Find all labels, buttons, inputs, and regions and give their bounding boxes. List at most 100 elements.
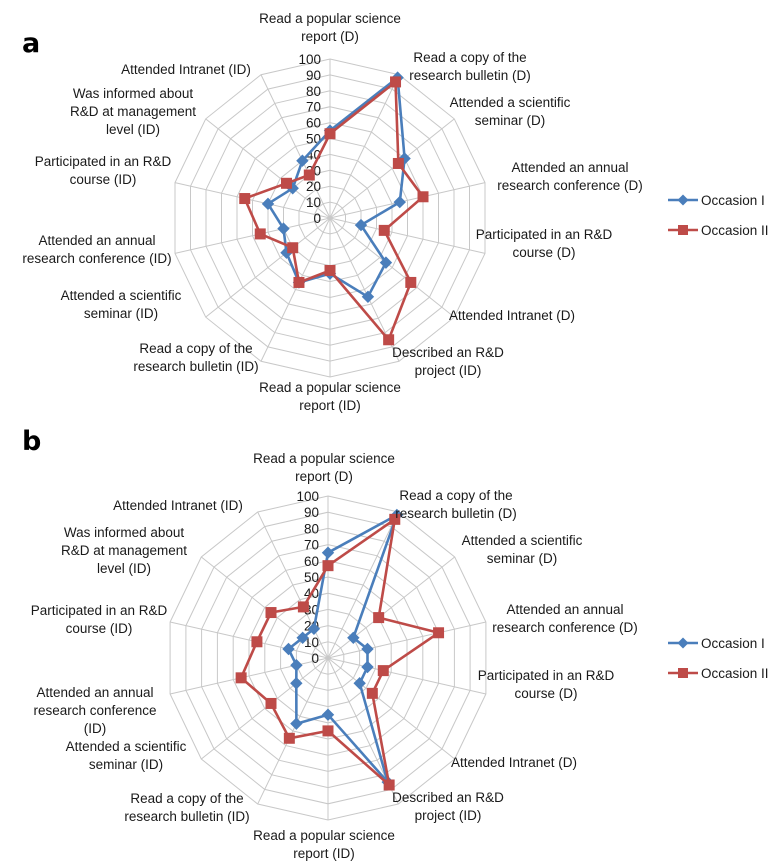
data-point-occasion-i xyxy=(290,717,303,730)
tick-label: 60 xyxy=(306,116,321,131)
axis-label-line: seminar (ID) xyxy=(84,306,158,321)
grid-spoke xyxy=(327,511,399,659)
tick-label: 100 xyxy=(296,489,319,504)
axis-label: Attended Intranet (ID) xyxy=(121,62,251,77)
axis-label-line: research conference (D) xyxy=(497,178,643,193)
axis-label-line: course (ID) xyxy=(70,172,137,187)
data-point-occasion-i xyxy=(361,642,374,656)
grid-spoke xyxy=(201,657,329,760)
axis-label: Attended Intranet (ID) xyxy=(113,498,243,513)
axis-label-line: Attended Intranet (D) xyxy=(451,755,577,770)
legend-marker-diamond xyxy=(677,637,689,649)
data-point-occasion-i xyxy=(290,659,303,672)
grid-spoke xyxy=(205,118,331,219)
data-point-occasion-ii xyxy=(392,157,404,169)
axis-label-line: Participated in an R&D xyxy=(478,668,615,683)
data-point-occasion-ii xyxy=(383,779,395,791)
grid-spoke xyxy=(327,657,455,760)
grid-spoke xyxy=(329,217,486,254)
data-point-occasion-ii xyxy=(324,264,336,276)
axis-label-line: Attended an annual xyxy=(511,160,628,175)
axis-label-line: course (D) xyxy=(514,686,577,701)
axis-label: Attended a scientific seminar (D) xyxy=(462,533,583,566)
data-point-occasion-ii xyxy=(377,665,389,677)
data-point-occasion-ii xyxy=(324,128,336,140)
axis-label: Attended an annual research conference (D… xyxy=(497,160,643,193)
axis-label: Read a copy of the research bulletin (D) xyxy=(409,50,531,83)
data-point-occasion-i xyxy=(393,195,406,209)
tick-label: 50 xyxy=(304,570,319,585)
axis-label-line: Described an R&D xyxy=(392,345,504,360)
axis-label-line: R&D at management xyxy=(70,104,196,119)
axis-label-line: research bulletin (D) xyxy=(395,506,517,521)
axis-label-line: project (ID) xyxy=(415,808,482,823)
axis-label-line: research bulletin (ID) xyxy=(124,809,249,824)
axis-label-line: report (D) xyxy=(295,469,353,484)
tick-label: 60 xyxy=(304,554,319,569)
axis-label-line: course (ID) xyxy=(66,621,133,636)
grid-spoke xyxy=(327,556,455,659)
grid-spoke xyxy=(257,511,329,659)
grid-spoke xyxy=(201,556,329,659)
panel-letter: a xyxy=(22,28,40,59)
tick-label: 100 xyxy=(298,52,321,67)
data-point-occasion-ii xyxy=(251,636,263,648)
data-point-occasion-ii xyxy=(322,725,334,737)
axis-label-line: Attended Intranet (ID) xyxy=(121,62,251,77)
axis-label-line: Read a popular science xyxy=(259,11,401,26)
axis-label: Read a copy of the research bulletin (ID) xyxy=(124,791,249,824)
axis-label-line: Attended an annual xyxy=(506,602,623,617)
tick-label: 0 xyxy=(311,651,319,666)
legend-label: Occasion I xyxy=(701,193,765,208)
grid-spoke xyxy=(205,217,331,318)
tick-label: 80 xyxy=(306,84,321,99)
grid-spoke xyxy=(260,217,331,362)
legend-marker-square xyxy=(678,668,688,678)
tick-label: 20 xyxy=(306,179,321,194)
axis-label: Attended a scientific seminar (ID) xyxy=(66,739,187,772)
axis-label-line: research conference xyxy=(33,703,156,718)
axis-label-line: research bulletin (ID) xyxy=(133,359,258,374)
axis-label-line: Attended an annual xyxy=(36,685,153,700)
data-point-occasion-ii xyxy=(254,228,266,240)
data-point-occasion-ii xyxy=(297,601,309,613)
axis-label: Attended an annual research conference (I… xyxy=(22,233,171,266)
axis-label-line: Participated in an R&D xyxy=(476,227,613,242)
axis-label: Read a popular science report (ID) xyxy=(259,380,401,413)
data-point-occasion-ii xyxy=(417,191,429,203)
grid-spoke xyxy=(327,621,487,659)
data-point-occasion-ii xyxy=(366,687,378,699)
legend-marker-diamond xyxy=(677,194,689,206)
series-line-occasion-ii xyxy=(239,517,440,787)
data-point-occasion-ii xyxy=(235,672,247,684)
data-point-occasion-i xyxy=(290,677,303,690)
axis-label-line: Read a copy of the xyxy=(130,791,243,806)
tick-label: 0 xyxy=(313,211,321,226)
axis-label-line: Read a copy of the xyxy=(139,341,252,356)
axis-label: Was informed about R&D at management level… xyxy=(61,525,187,576)
axis-label: Attended Intranet (D) xyxy=(451,755,577,770)
legend-label: Occasion I xyxy=(701,636,765,651)
axis-label-line: course (D) xyxy=(512,245,575,260)
axis-label-line: Was informed about xyxy=(64,525,185,540)
legend-marker-square xyxy=(678,225,688,235)
axis-label: Attended a scientific seminar (ID) xyxy=(61,288,182,321)
axis-label: Attended a scientific seminar (D) xyxy=(450,95,571,128)
axis-label-line: research conference (ID) xyxy=(22,251,171,266)
grid-spoke xyxy=(329,74,400,219)
data-point-occasion-i xyxy=(354,218,368,232)
data-point-occasion-i xyxy=(261,197,275,211)
data-point-occasion-i xyxy=(361,660,374,674)
legend-label: Occasion II xyxy=(701,223,768,238)
axis-label-line: Read a popular science xyxy=(253,828,395,843)
tick-label: 70 xyxy=(304,538,319,553)
data-point-occasion-i xyxy=(379,256,393,269)
axis-label-line: Attended Intranet (D) xyxy=(449,308,575,323)
data-point-occasion-i xyxy=(296,631,309,645)
data-point-occasion-ii xyxy=(265,697,277,709)
axis-label-line: Read a popular science xyxy=(259,380,401,395)
grid-spoke xyxy=(327,657,487,695)
axis-label-line: research conference (D) xyxy=(492,620,638,635)
axis-label: Read a popular science report (ID) xyxy=(253,828,395,861)
axis-label-line: Attended Intranet (ID) xyxy=(113,498,243,513)
